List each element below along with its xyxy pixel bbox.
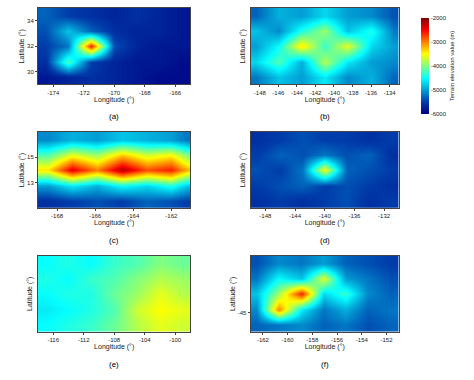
svg-text:-136: -136 bbox=[348, 213, 361, 219]
svg-text:15: 15 bbox=[27, 154, 34, 160]
svg-text:Longitude (°): Longitude (°) bbox=[94, 219, 134, 227]
svg-text:-148: -148 bbox=[259, 213, 272, 219]
svg-text:Latitude (°): Latitude (°) bbox=[18, 153, 26, 187]
svg-text:Longitude (°): Longitude (°) bbox=[305, 343, 345, 351]
svg-text:34: 34 bbox=[27, 18, 34, 24]
svg-text:-144: -144 bbox=[291, 90, 304, 96]
svg-text:-138: -138 bbox=[347, 90, 360, 96]
svg-text:-116: -116 bbox=[47, 337, 59, 343]
svg-text:-170: -170 bbox=[108, 90, 121, 96]
svg-text:-132: -132 bbox=[378, 213, 391, 219]
svg-text:-108: -108 bbox=[108, 337, 121, 343]
svg-text:Latitude (°): Latitude (°) bbox=[239, 153, 247, 187]
svg-text:-174: -174 bbox=[47, 90, 60, 96]
svg-text:-100: -100 bbox=[169, 337, 182, 343]
svg-text:-146: -146 bbox=[272, 90, 285, 96]
svg-text:-144: -144 bbox=[289, 213, 302, 219]
svg-text:Latitude (°): Latitude (°) bbox=[18, 29, 26, 63]
svg-text:-148: -148 bbox=[254, 90, 267, 96]
svg-text:Latitude (°): Latitude (°) bbox=[229, 277, 237, 311]
svg-text:-154: -154 bbox=[356, 337, 369, 343]
svg-text:-156: -156 bbox=[331, 337, 344, 343]
svg-text:-4000: -4000 bbox=[431, 63, 447, 69]
svg-text:(c): (c) bbox=[109, 236, 119, 245]
svg-text:-166: -166 bbox=[89, 213, 102, 219]
svg-text:-45: -45 bbox=[238, 310, 247, 316]
svg-text:-162: -162 bbox=[257, 337, 270, 343]
svg-text:-140: -140 bbox=[319, 213, 332, 219]
svg-text:(d): (d) bbox=[320, 236, 330, 245]
svg-text:-160: -160 bbox=[282, 337, 295, 343]
svg-text:Longitude (°): Longitude (°) bbox=[94, 343, 134, 351]
svg-text:-6000: -6000 bbox=[431, 111, 447, 117]
svg-text:-162: -162 bbox=[165, 213, 178, 219]
svg-text:-136: -136 bbox=[365, 90, 378, 96]
svg-text:32: 32 bbox=[27, 43, 34, 49]
svg-text:30: 30 bbox=[27, 69, 34, 75]
svg-text:Latitude (°): Latitude (°) bbox=[26, 277, 34, 311]
svg-text:(b): (b) bbox=[320, 112, 330, 121]
svg-text:-158: -158 bbox=[306, 337, 319, 343]
svg-text:Longitude (°): Longitude (°) bbox=[305, 219, 345, 227]
svg-text:-168: -168 bbox=[51, 213, 64, 219]
svg-text:-134: -134 bbox=[384, 90, 397, 96]
svg-text:13: 13 bbox=[27, 180, 34, 186]
svg-text:-104: -104 bbox=[139, 337, 152, 343]
svg-text:-3000: -3000 bbox=[431, 39, 447, 45]
svg-text:Longitude (°): Longitude (°) bbox=[305, 96, 345, 104]
svg-text:Terrain elevation value (m): Terrain elevation value (m) bbox=[449, 31, 455, 102]
svg-text:-152: -152 bbox=[381, 337, 394, 343]
svg-text:-168: -168 bbox=[139, 90, 152, 96]
svg-text:(e): (e) bbox=[109, 360, 119, 369]
svg-text:(a): (a) bbox=[109, 112, 119, 121]
svg-text:(f): (f) bbox=[321, 360, 329, 369]
svg-text:-2000: -2000 bbox=[431, 15, 447, 21]
svg-text:Longitude (°): Longitude (°) bbox=[94, 96, 134, 104]
svg-text:-5000: -5000 bbox=[431, 87, 447, 93]
svg-text:Latitude (°): Latitude (°) bbox=[239, 29, 247, 63]
svg-text:-112: -112 bbox=[78, 337, 90, 343]
svg-text:-166: -166 bbox=[169, 90, 182, 96]
svg-text:-140: -140 bbox=[328, 90, 341, 96]
svg-text:-164: -164 bbox=[127, 213, 140, 219]
svg-text:-142: -142 bbox=[309, 90, 322, 96]
svg-text:-172: -172 bbox=[78, 90, 91, 96]
